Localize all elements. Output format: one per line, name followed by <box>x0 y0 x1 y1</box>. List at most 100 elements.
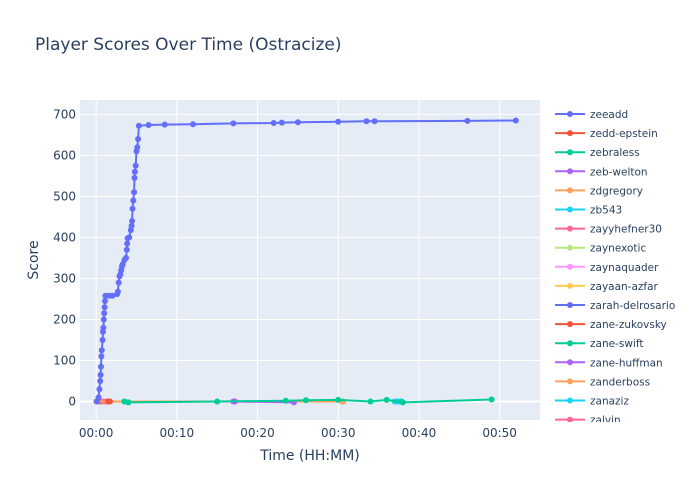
data-point[interactable] <box>96 386 103 393</box>
legend-label: zanaziz <box>590 396 629 408</box>
data-point[interactable] <box>99 337 106 343</box>
legend-item[interactable]: zeeadd <box>555 109 628 121</box>
legend-swatch-marker <box>567 378 573 385</box>
data-point[interactable] <box>123 254 129 261</box>
data-point[interactable] <box>130 197 137 204</box>
data-point[interactable] <box>98 353 105 360</box>
legend-item[interactable]: zane-swift <box>555 338 643 350</box>
legend-item[interactable]: zb543 <box>555 205 622 217</box>
data-point[interactable] <box>97 371 104 378</box>
data-point[interactable] <box>131 168 138 175</box>
legend-item[interactable]: zedd-epstein <box>555 128 658 140</box>
data-point[interactable] <box>106 398 113 405</box>
data-point[interactable] <box>135 136 142 142</box>
legend-swatch-marker <box>567 168 573 175</box>
data-point[interactable] <box>134 144 141 151</box>
data-point[interactable] <box>131 174 138 181</box>
y-axis-title: Score <box>26 240 42 279</box>
data-point[interactable] <box>128 222 135 229</box>
data-point[interactable] <box>132 162 139 169</box>
data-point[interactable] <box>335 118 342 125</box>
legend-item[interactable]: zanderboss <box>555 376 650 388</box>
legend-label: zeb-welton <box>590 166 648 178</box>
legend-label: zedd-epstein <box>590 128 658 140</box>
legend-item[interactable]: zdgregory <box>555 185 643 197</box>
data-point[interactable] <box>114 288 121 295</box>
data-point[interactable] <box>230 120 237 127</box>
data-point[interactable] <box>282 397 289 404</box>
data-point[interactable] <box>98 347 105 354</box>
legend-swatch-marker <box>567 187 573 194</box>
legend-item[interactable]: zaynexotic <box>555 243 646 255</box>
legend-label: zebraless <box>590 147 640 159</box>
data-point[interactable] <box>383 396 390 403</box>
legend-item[interactable]: zane-huffman <box>555 357 663 369</box>
legend-item[interactable]: zaynaquader <box>555 262 659 274</box>
y-tick-label: 400 <box>53 230 76 244</box>
data-point[interactable] <box>214 398 221 405</box>
data-point[interactable] <box>190 121 196 128</box>
legend-swatch-marker <box>567 359 573 366</box>
data-point[interactable] <box>129 205 136 212</box>
data-point[interactable] <box>270 120 277 126</box>
legend-label: zane-swift <box>590 338 643 350</box>
legend-label: zanderboss <box>590 376 650 388</box>
legend-item[interactable]: zebraless <box>555 147 640 159</box>
data-point[interactable] <box>278 119 285 126</box>
legend-swatch-marker <box>567 302 573 308</box>
data-point[interactable] <box>145 122 152 128</box>
data-point[interactable] <box>371 118 378 125</box>
x-axis-title: Time (HH:MM) <box>259 448 360 464</box>
data-point[interactable] <box>488 396 495 403</box>
legend-swatch-marker <box>567 244 573 251</box>
legend-item[interactable]: zeb-welton <box>555 166 648 178</box>
y-tick-label: 700 <box>53 107 76 121</box>
data-point[interactable] <box>131 189 138 196</box>
legend-label: zdgregory <box>590 185 643 197</box>
data-point[interactable] <box>399 399 406 406</box>
legend-swatch-marker <box>567 206 573 213</box>
legend-label: zaynexotic <box>590 243 646 255</box>
legend-swatch-marker <box>567 149 573 156</box>
data-point[interactable] <box>367 398 374 405</box>
data-point[interactable] <box>101 304 108 311</box>
legend-item[interactable]: zalvin <box>555 415 621 427</box>
data-point[interactable] <box>124 240 131 247</box>
data-point[interactable] <box>464 117 471 124</box>
x-tick-label: 00:20 <box>240 426 275 440</box>
legend-item[interactable]: zarah-delrosario <box>555 300 675 312</box>
data-point[interactable] <box>97 378 104 384</box>
legend[interactable]: zeeadd zedd-epstein zebraless zeb-welton zdg… <box>555 109 675 427</box>
legend-label: zb543 <box>590 205 622 217</box>
series-zebraless[interactable] <box>121 396 495 406</box>
data-point[interactable] <box>161 121 168 128</box>
data-point[interactable] <box>115 279 122 286</box>
legend-item[interactable]: zayaan-azfar <box>555 281 659 293</box>
data-point[interactable] <box>100 316 107 323</box>
data-point[interactable] <box>95 394 102 401</box>
x-tick-label: 00:50 <box>482 426 517 440</box>
data-point[interactable] <box>123 246 130 253</box>
series-zedd-epstein[interactable] <box>105 398 113 405</box>
data-point[interactable] <box>363 118 370 125</box>
data-point[interactable] <box>512 117 519 124</box>
legend-label: zayyhefner30 <box>590 224 662 236</box>
data-point[interactable] <box>129 218 136 224</box>
data-point[interactable] <box>125 399 132 406</box>
data-point[interactable] <box>126 234 133 241</box>
data-point[interactable] <box>135 122 142 129</box>
data-point[interactable] <box>335 396 342 403</box>
series-zeeadd[interactable] <box>93 117 519 405</box>
x-tick-label: 00:10 <box>160 426 195 440</box>
data-point[interactable] <box>303 397 309 404</box>
data-point[interactable] <box>102 298 108 304</box>
data-point[interactable] <box>100 324 107 331</box>
data-point[interactable] <box>98 363 104 370</box>
data-point[interactable] <box>101 310 108 317</box>
data-point[interactable] <box>294 119 301 126</box>
data-point[interactable] <box>109 292 116 299</box>
legend-item[interactable]: zayyhefner30 <box>555 224 662 236</box>
legend-item[interactable]: zane-zukovsky <box>555 319 667 331</box>
legend-item[interactable]: zanaziz <box>555 396 629 408</box>
